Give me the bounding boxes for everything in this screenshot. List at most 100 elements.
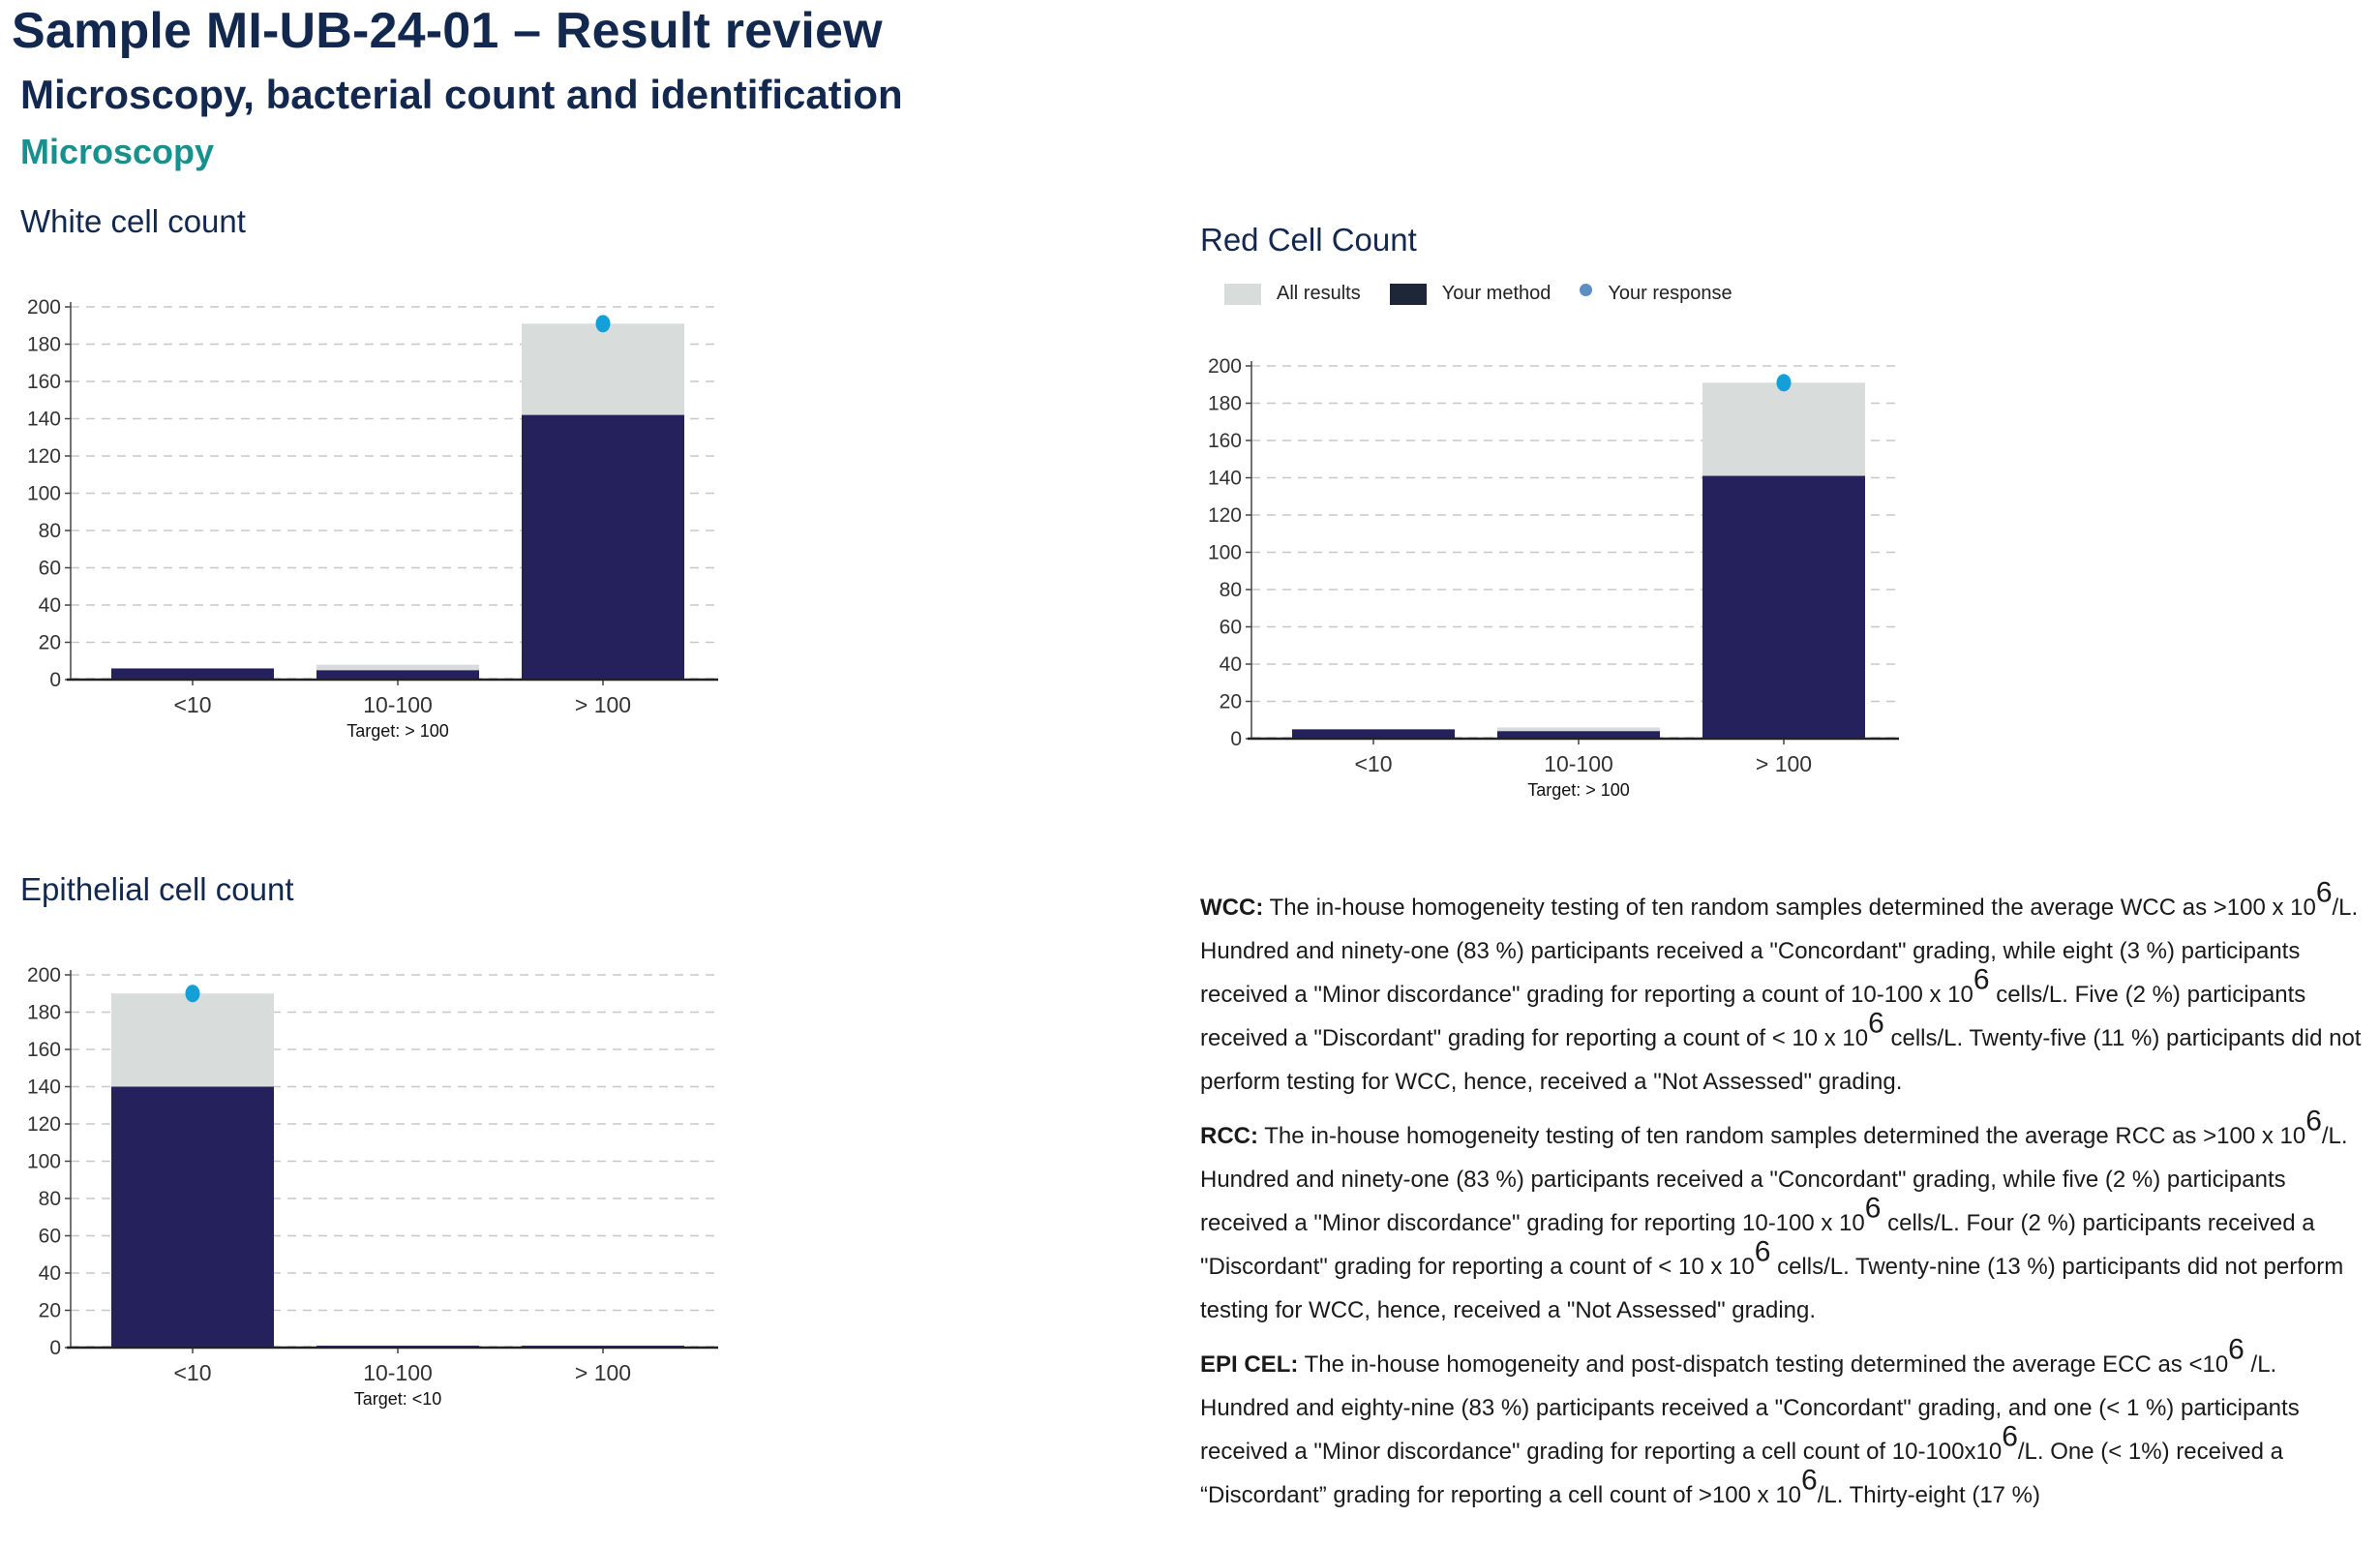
page-title: Sample MI-UB-24-01 – Result review xyxy=(12,3,883,59)
note-epi-text-1: The in-house homogeneity and post-dispat… xyxy=(1298,1351,2229,1378)
note-rcc-text-1: The in-house homogeneity testing of ten … xyxy=(1258,1123,2306,1149)
your-response-marker xyxy=(595,315,611,333)
bar-your-method-10-100 xyxy=(1497,731,1660,739)
y-tick-label: 60 xyxy=(39,558,61,580)
note-wcc-text-3: cells/L. Five (2 %) participants receive… xyxy=(1200,982,2306,1051)
legend-swatch-all-results xyxy=(1224,283,1261,305)
target-label: Target: > 100 xyxy=(1527,780,1630,800)
note-rcc: RCC: The in-house homogeneity testing of… xyxy=(1200,1107,2371,1332)
note-rcc-text-3: cells/L. Four (2 %) participants receive… xyxy=(1200,1210,2315,1280)
legend-dot-your-response xyxy=(1580,284,1593,296)
note-epi-text-4: /L. Thirty-eight (17 %) xyxy=(1817,1482,2041,1508)
y-tick-label: 180 xyxy=(27,334,61,356)
your-response-marker xyxy=(1776,374,1792,392)
legend-label-your-response: Your response xyxy=(1608,283,1732,304)
y-tick-label: 200 xyxy=(27,964,61,986)
x-tick-label-100: > 100 xyxy=(1756,751,1812,776)
y-tick-label: 160 xyxy=(1208,430,1242,452)
x-tick-label-100: > 100 xyxy=(575,1360,631,1385)
y-tick-label: 100 xyxy=(27,1151,61,1173)
note-wcc-text-2: /L. Hundred and ninety-one (83 %) partic… xyxy=(1200,895,2359,1008)
y-tick-label: 100 xyxy=(27,483,61,505)
y-tick-label: 40 xyxy=(39,1262,61,1285)
y-tick-label: 0 xyxy=(49,669,61,691)
y-tick-label: 180 xyxy=(27,1002,61,1024)
y-tick-label: 160 xyxy=(27,1039,61,1061)
y-tick-label: 100 xyxy=(1208,542,1242,564)
epithelial-cell-count-chart: 0 20 40 60 80 100 120 140 160 180 200 <10 10-100 > 10… xyxy=(27,964,718,1409)
y-tick-label: 0 xyxy=(49,1337,61,1359)
legend-item-your-method: Your method xyxy=(1389,283,1552,305)
x-tick-label-10-100: 10-100 xyxy=(363,1360,433,1385)
bar-your-method-10 xyxy=(111,668,274,680)
x-tick-label-100: > 100 xyxy=(575,692,631,717)
legend-item-your-response: Your response xyxy=(1580,283,1732,305)
y-tick-label: 60 xyxy=(1220,617,1242,639)
note-rcc-text-2: /L. Hundred and ninety-one (83 %) partic… xyxy=(1200,1123,2348,1236)
bar-your-method-100 xyxy=(1702,475,1865,739)
note-rcc-label: RCC: xyxy=(1200,1123,1258,1149)
note-exponent: 6 xyxy=(2002,1420,2018,1453)
y-tick-label: 200 xyxy=(27,296,61,318)
y-tick-label: 0 xyxy=(1230,728,1242,750)
chart-title-white-cell-count: White cell count xyxy=(20,203,246,239)
legend-label-all-results: All results xyxy=(1277,283,1361,304)
note-exponent: 6 xyxy=(1973,963,1990,996)
bar-your-method-10 xyxy=(1292,729,1455,739)
y-tick-label: 20 xyxy=(39,632,61,654)
results-commentary: WCC: The in-house homogeneity testing of… xyxy=(1200,878,2371,1528)
y-tick-label: 140 xyxy=(27,409,61,431)
legend-item-all-results: All results xyxy=(1224,283,1361,305)
note-rcc-text-4: cells/L. Twenty-nine (13 %) participants… xyxy=(1200,1254,2344,1323)
chart-legend: All results Your method Your response xyxy=(1224,283,1762,305)
note-exponent: 6 xyxy=(2305,1105,2322,1138)
red-cell-count-chart: 0 20 40 60 80 100 120 140 160 180 200 <10 10-100 > 10… xyxy=(1208,355,1899,800)
y-tick-label: 140 xyxy=(27,1077,61,1099)
y-tick-label: 40 xyxy=(1220,653,1242,676)
note-epi-text-2: /L. Hundred and eighty-nine (83 %) parti… xyxy=(1200,1351,2300,1465)
y-tick-label: 120 xyxy=(1208,504,1242,527)
bar-your-method-10 xyxy=(111,1086,274,1348)
target-label: Target: > 100 xyxy=(346,721,449,741)
x-tick-label-10-100: 10-100 xyxy=(1544,751,1613,776)
y-tick-label: 60 xyxy=(39,1226,61,1248)
y-tick-label: 40 xyxy=(39,594,61,617)
note-wcc-text-4: cells/L. Twenty-five (11 %) participants… xyxy=(1200,1025,2362,1095)
note-exponent: 6 xyxy=(1801,1464,1818,1497)
note-exponent: 6 xyxy=(2315,876,2333,909)
y-tick-label: 80 xyxy=(39,1188,61,1210)
bar-your-method-10-100 xyxy=(316,670,479,680)
y-tick-label: 20 xyxy=(39,1300,61,1322)
chart-title-epithelial-cell-count: Epithelial cell count xyxy=(20,871,294,907)
y-tick-label: 80 xyxy=(39,520,61,542)
white-cell-count-chart: 0 20 40 60 80 100 120 140 160 180 200 <10 10-100 > 10… xyxy=(27,296,718,741)
y-tick-label: 140 xyxy=(1208,468,1242,490)
chart-title-red-cell-count: Red Cell Count xyxy=(1200,222,1417,258)
note-exponent: 6 xyxy=(1864,1192,1882,1225)
y-tick-label: 80 xyxy=(1220,579,1242,601)
x-tick-label-10: <10 xyxy=(1354,751,1392,776)
note-wcc: WCC: The in-house homogeneity testing of… xyxy=(1200,878,2371,1104)
y-tick-label: 180 xyxy=(1208,393,1242,415)
your-response-marker xyxy=(185,985,200,1003)
note-epi-text-3: /L. One (< 1%) received a “Discordant” g… xyxy=(1200,1439,2284,1508)
y-tick-label: 20 xyxy=(1220,691,1242,713)
bar-your-method-100 xyxy=(522,414,684,680)
note-exponent: 6 xyxy=(2228,1333,2244,1366)
subsection-title: Microscopy xyxy=(20,132,215,171)
section-title: Microscopy, bacterial count and identifi… xyxy=(20,72,903,117)
legend-swatch-your-method xyxy=(1389,283,1427,305)
note-epi: EPI CEL: The in-house homogeneity and po… xyxy=(1200,1335,2371,1517)
note-exponent: 6 xyxy=(1754,1235,1771,1268)
note-exponent: 6 xyxy=(1868,1007,1884,1040)
x-tick-label-10-100: 10-100 xyxy=(363,692,433,717)
note-wcc-label: WCC: xyxy=(1200,895,1264,921)
note-wcc-text-1: The in-house homogeneity testing of ten … xyxy=(1263,895,2316,921)
target-label: Target: <10 xyxy=(354,1389,442,1409)
y-tick-label: 200 xyxy=(1208,355,1242,378)
y-tick-label: 120 xyxy=(27,1113,61,1136)
legend-label-your-method: Your method xyxy=(1441,283,1552,304)
x-tick-label-10: <10 xyxy=(173,692,211,717)
y-tick-label: 160 xyxy=(27,371,61,393)
note-epi-label: EPI CEL: xyxy=(1200,1351,1299,1378)
